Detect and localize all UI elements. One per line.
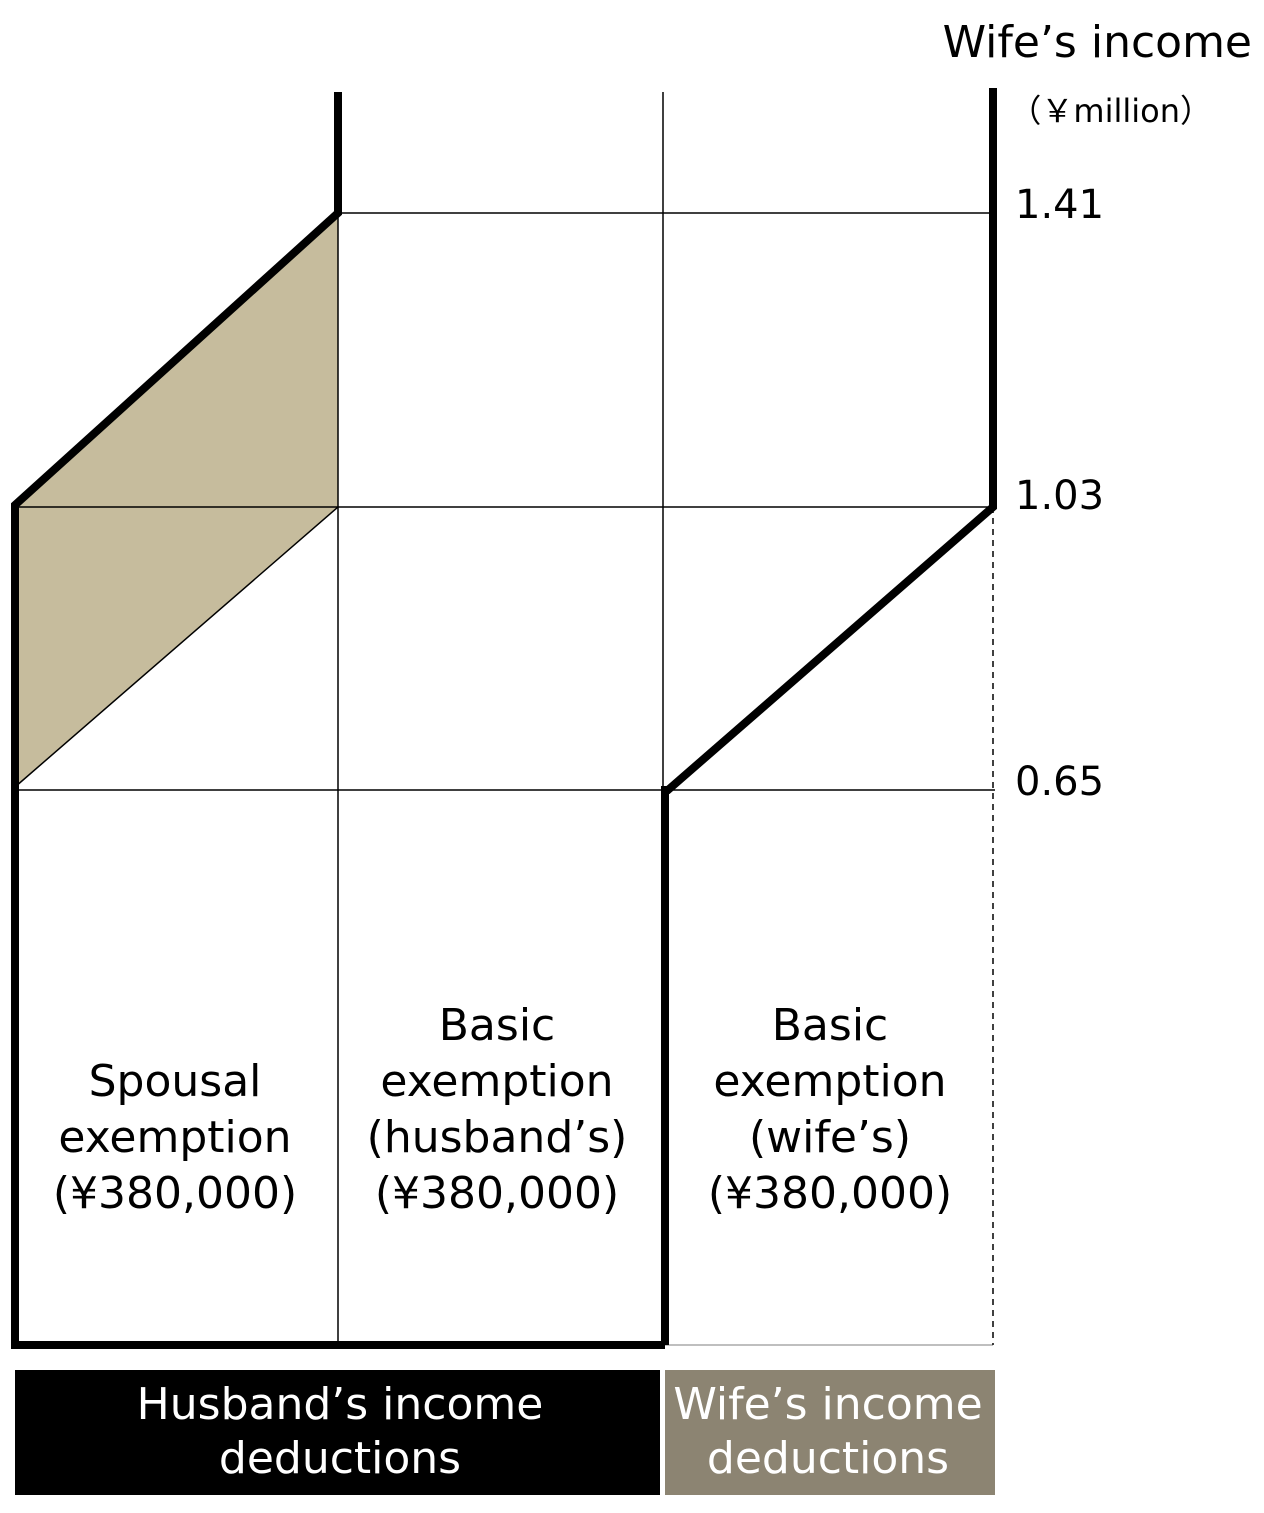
cell-text: (¥380,000) xyxy=(708,1168,952,1219)
cell-text: (¥380,000) xyxy=(375,1168,619,1219)
tick-label: 1.41 xyxy=(1015,182,1104,228)
cell-text: exemption xyxy=(713,1056,946,1107)
cell-text: (husband’s) xyxy=(367,1112,628,1163)
cell-text: (wife’s) xyxy=(749,1112,911,1163)
axis-title: Wife’s income xyxy=(943,17,1252,68)
tick-label: 1.03 xyxy=(1015,473,1104,519)
husband-boundary xyxy=(11,92,665,1349)
boundaries xyxy=(11,88,997,1349)
cell-text: exemption xyxy=(58,1112,291,1163)
diagonal xyxy=(14,506,339,788)
cell-text: Basic xyxy=(439,1000,556,1051)
husband-footer xyxy=(15,1370,660,1495)
cell-text: Basic xyxy=(772,1000,889,1051)
cell-text: Spousal xyxy=(89,1056,262,1107)
spousal-shade xyxy=(15,213,338,787)
cell-text: (¥380,000) xyxy=(53,1168,297,1219)
tick-label: 0.65 xyxy=(1015,759,1104,805)
footer-text: deductions xyxy=(219,1433,461,1484)
grid xyxy=(14,92,995,1346)
footer-text: deductions xyxy=(707,1433,949,1484)
wife-boundary xyxy=(661,88,997,1345)
cell-text: exemption xyxy=(380,1056,613,1107)
footer-text: Husband’s income xyxy=(137,1379,544,1430)
footer-text: Wife’s income xyxy=(673,1379,982,1430)
axis-unit: （￥million） xyxy=(1009,92,1212,130)
wife-footer xyxy=(665,1370,995,1495)
